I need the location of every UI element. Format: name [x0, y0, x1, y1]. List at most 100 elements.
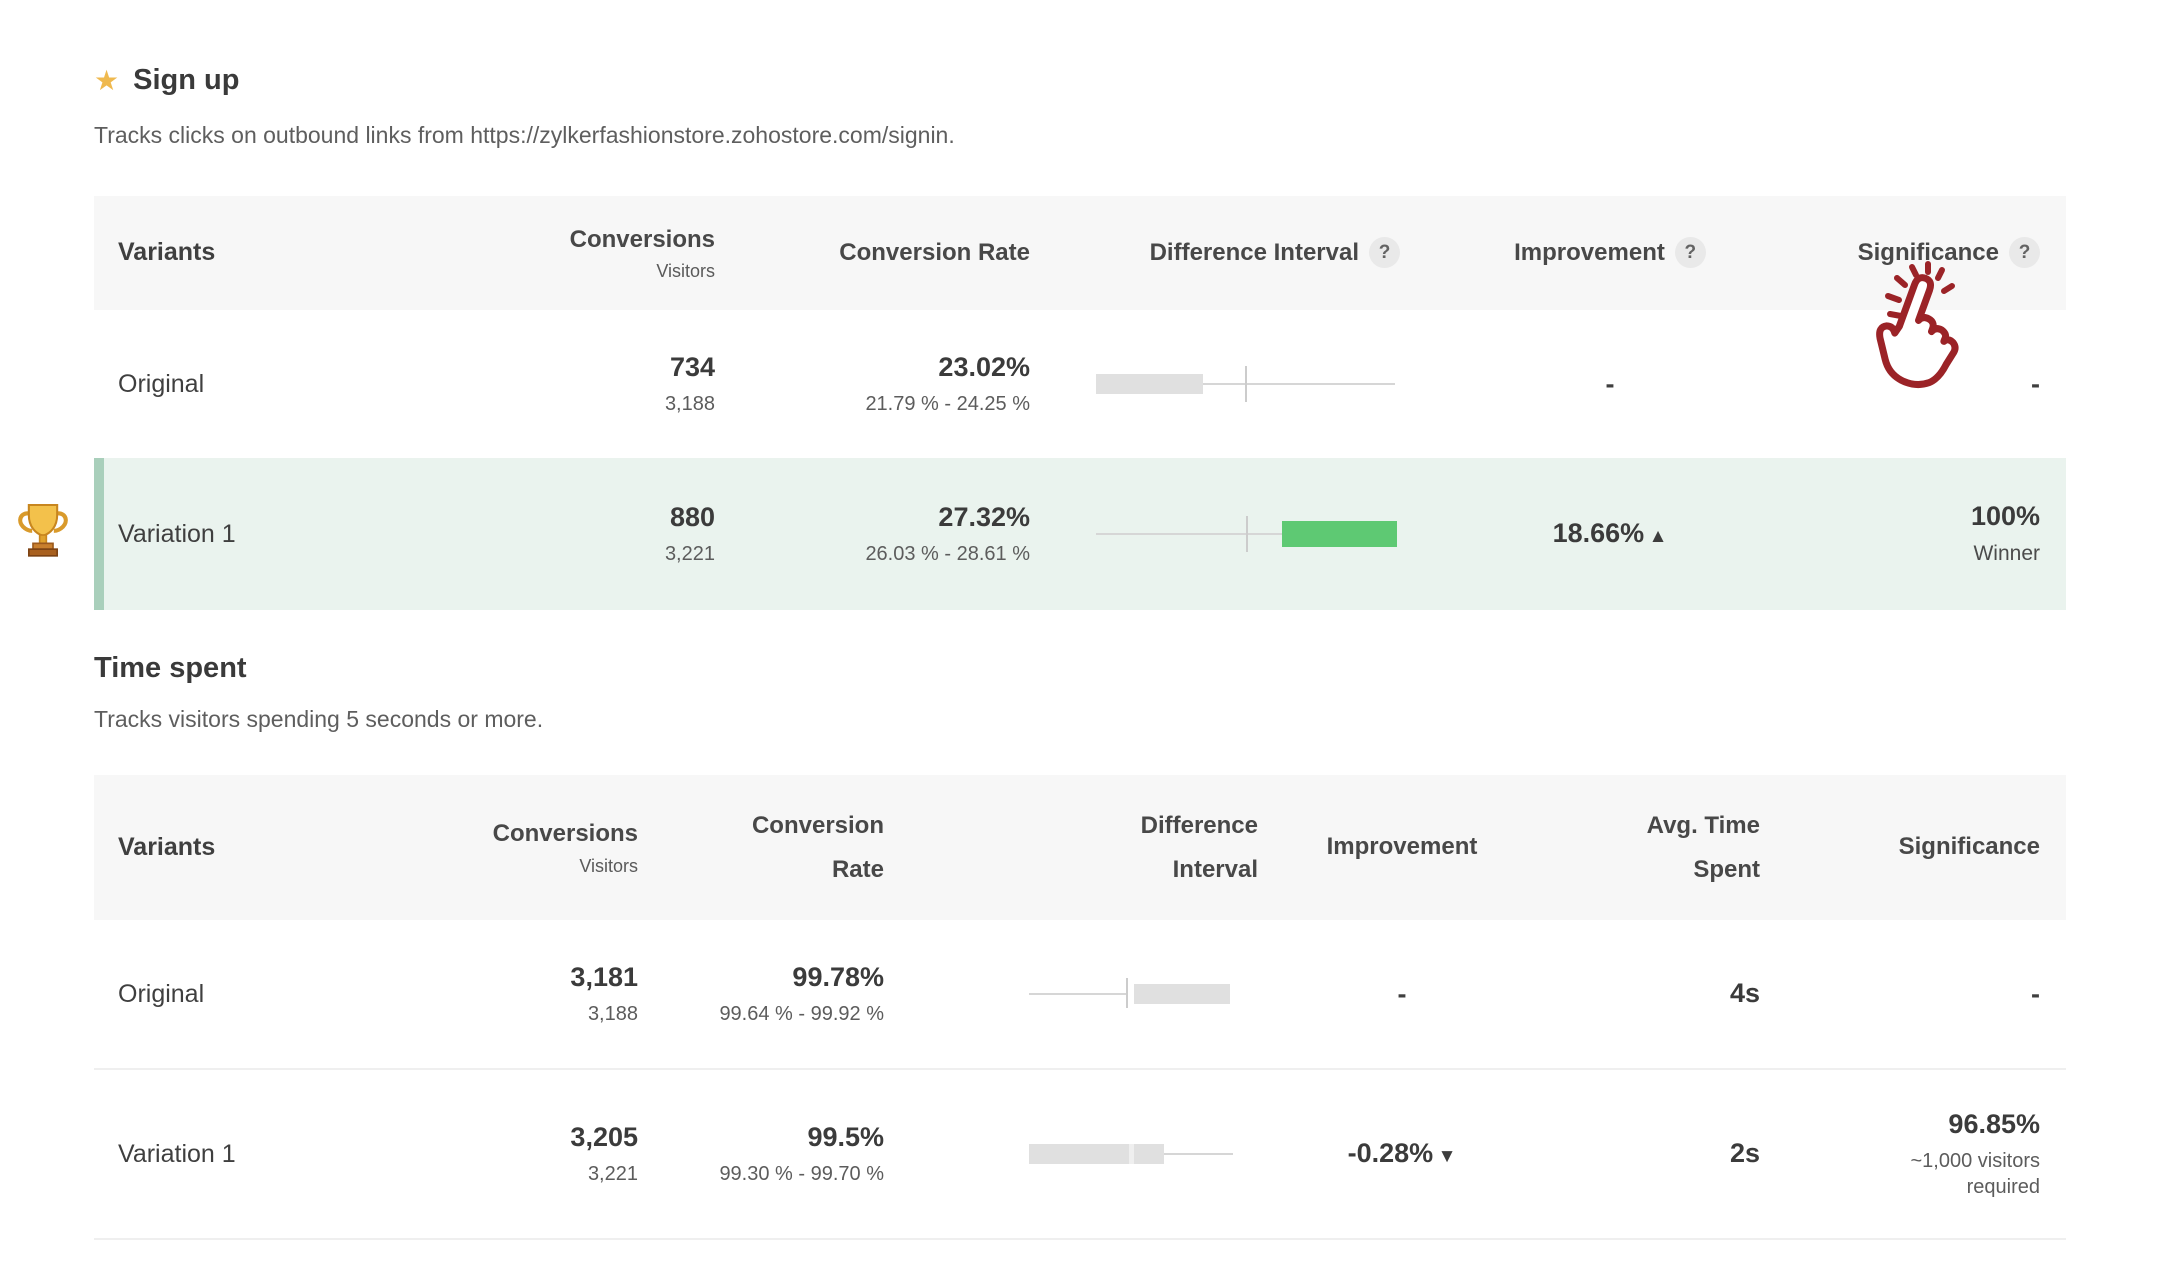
- goal-timespent-description: Tracks visitors spending 5 seconds or mo…: [94, 706, 544, 732]
- signup-row-variation1: Variation 1 880 3,221 27.32% 26.03 % - 2…: [94, 458, 2066, 610]
- improvement-cell: 18.66% ▲: [1400, 517, 1820, 551]
- goal-signup-header: ★ Sign up: [94, 64, 239, 97]
- interval-box: [1134, 984, 1230, 1004]
- timespent-table-header-row: Variants Conversions Visitors Conversion…: [94, 775, 2066, 920]
- variant-name: Original: [118, 979, 205, 1008]
- difference-interval-cell: [1030, 514, 1400, 554]
- conversions-value: 880: [669, 502, 715, 533]
- variant-name: Variation 1: [118, 519, 236, 548]
- improvement-value: -: [1605, 368, 1615, 399]
- significance-help-icon[interactable]: ?: [2009, 237, 2040, 269]
- winner-label: Winner: [1973, 541, 2040, 565]
- difference-interval-chart: [1029, 1134, 1234, 1174]
- conversions-cell: 880 3,221: [434, 501, 715, 567]
- improvement-value: -: [1397, 978, 1407, 1009]
- goal-signup-title: Sign up: [133, 64, 240, 96]
- avg-time-value: 4s: [1729, 978, 1760, 1009]
- col-variants: Variants: [118, 238, 216, 267]
- difference-interval-help-icon[interactable]: ?: [1369, 237, 1400, 269]
- conversion-rate-cell: 23.02% 21.79 % - 24.25 %: [715, 351, 1030, 417]
- col-difference-interval: Difference Interval: [884, 804, 1258, 890]
- col-improvement: Improvement: [1326, 833, 1478, 861]
- click-cursor-icon: [1876, 261, 1959, 389]
- significance-value: 96.85%: [1948, 1109, 2040, 1140]
- conversion-rate-range: 21.79 % - 24.25 %: [865, 392, 1030, 415]
- conversion-rate-value: 99.5%: [807, 1122, 884, 1153]
- improvement-help-icon[interactable]: ?: [1674, 237, 1706, 269]
- improvement-cell: -0.28% ▼: [1258, 1137, 1546, 1171]
- interval-line: [1203, 383, 1395, 385]
- col-conversions: Conversions Visitors: [434, 224, 715, 282]
- col-visitors-label: Visitors: [656, 261, 715, 282]
- conversions-cell: 734 3,188: [434, 351, 715, 417]
- visitors-value: 3,221: [664, 542, 715, 565]
- signup-table-header-row: Variants Conversions Visitors Conversion…: [94, 196, 2066, 310]
- col-conversions-label: Conversions: [569, 225, 715, 253]
- timespent-results-table: Variants Conversions Visitors Conversion…: [94, 775, 2066, 1240]
- difference-interval-cell: [884, 1134, 1258, 1174]
- timespent-row-original: Original 3,181 3,188 99.78% 99.64 % - 99…: [94, 920, 2066, 1070]
- conversion-rate-cell: 27.32% 26.03 % - 28.61 %: [715, 501, 1030, 567]
- signup-results-table: Variants Conversions Visitors Conversion…: [94, 196, 2066, 610]
- col-difference-interval-label: Difference Interval: [1140, 812, 1258, 883]
- conversion-rate-cell: 99.5% 99.30 % - 99.70 %: [638, 1121, 884, 1187]
- difference-interval-cell: [1030, 364, 1400, 404]
- signup-row-original: Original 734 3,188 23.02% 21.79 % - 24.2…: [94, 310, 2066, 458]
- conversions-cell: 3,205 3,221: [394, 1121, 638, 1187]
- interval-box: [1029, 1144, 1164, 1164]
- conversion-rate-value: 23.02%: [938, 352, 1030, 383]
- significance-value: 100%: [1970, 500, 2040, 531]
- conversion-rate-cell: 99.78% 99.64 % - 99.92 %: [638, 961, 884, 1027]
- variant-name: Original: [118, 369, 205, 398]
- click-rays: [1885, 261, 1955, 319]
- interval-box: [1096, 374, 1203, 394]
- conversions-value: 3,205: [570, 1122, 638, 1153]
- improvement-up-icon: ▲: [1648, 526, 1668, 548]
- conversion-rate-range: 99.30 % - 99.70 %: [719, 1162, 884, 1185]
- interval-line: [1029, 993, 1128, 995]
- interval-tick: [1126, 978, 1128, 1008]
- interval-line: [1164, 1153, 1233, 1155]
- winner-strip: [94, 458, 104, 610]
- col-difference-interval: Difference Interval ?: [1030, 237, 1400, 269]
- col-conversion-rate: Conversion Rate: [839, 238, 1030, 266]
- difference-interval-chart: [1029, 974, 1234, 1014]
- col-improvement-label: Improvement: [1514, 238, 1665, 266]
- difference-interval-chart: [1096, 514, 1397, 554]
- difference-interval-cell: [884, 974, 1258, 1014]
- star-icon: ★: [94, 64, 120, 96]
- col-avg-time-label: Avg. Time Spent: [1646, 812, 1760, 883]
- conversion-rate-range: 26.03 % - 28.61 %: [865, 542, 1030, 565]
- significance-value: -: [2031, 978, 2040, 1009]
- col-conversion-rate: Conversion Rate: [638, 804, 884, 890]
- col-avg-time: Avg. Time Spent: [1546, 804, 1784, 890]
- interval-line: [1096, 533, 1282, 535]
- goal-timespent-header: Time spent: [94, 652, 247, 685]
- conversions-value: 734: [669, 352, 715, 383]
- conversion-rate-value: 99.78%: [792, 962, 884, 993]
- interval-tick: [1246, 516, 1248, 552]
- timespent-row-variation1: Variation 1 3,205 3,221 99.5% 99.30 % - …: [94, 1070, 2066, 1240]
- conversions-value: 3,181: [570, 962, 638, 993]
- col-visitors-label: Visitors: [579, 855, 638, 876]
- col-conversion-rate-label: Conversion Rate: [751, 812, 884, 883]
- conversion-rate-range: 99.64 % - 99.92 %: [719, 1002, 884, 1025]
- significance-note: ~1,000 visitors required: [1910, 1149, 2040, 1198]
- improvement-down-icon: ▼: [1437, 1146, 1457, 1168]
- variant-name: Variation 1: [118, 1139, 236, 1168]
- improvement-value: 18.66%: [1552, 518, 1645, 549]
- significance-value: -: [2031, 368, 2040, 399]
- col-significance: Significance: [1898, 833, 2040, 861]
- significance-cell: 100% Winner: [1820, 500, 2066, 568]
- col-variants: Variants: [118, 832, 216, 861]
- col-conversions: Conversions Visitors: [394, 818, 638, 876]
- trophy-icon: [18, 503, 68, 557]
- interval-tick: [1245, 366, 1247, 402]
- conversion-rate-value: 27.32%: [938, 502, 1030, 533]
- visitors-value: 3,221: [587, 1162, 638, 1185]
- interval-improvement-box: [1282, 521, 1397, 547]
- col-improvement: Improvement ?: [1400, 237, 1820, 269]
- difference-interval-chart: [1096, 364, 1396, 404]
- visitors-value: 3,188: [664, 392, 715, 415]
- improvement-value: -0.28%: [1347, 1138, 1434, 1169]
